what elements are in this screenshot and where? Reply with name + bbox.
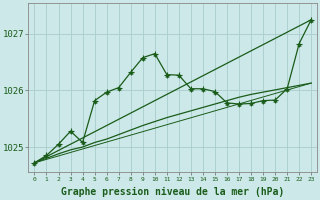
X-axis label: Graphe pression niveau de la mer (hPa): Graphe pression niveau de la mer (hPa) <box>61 187 284 197</box>
